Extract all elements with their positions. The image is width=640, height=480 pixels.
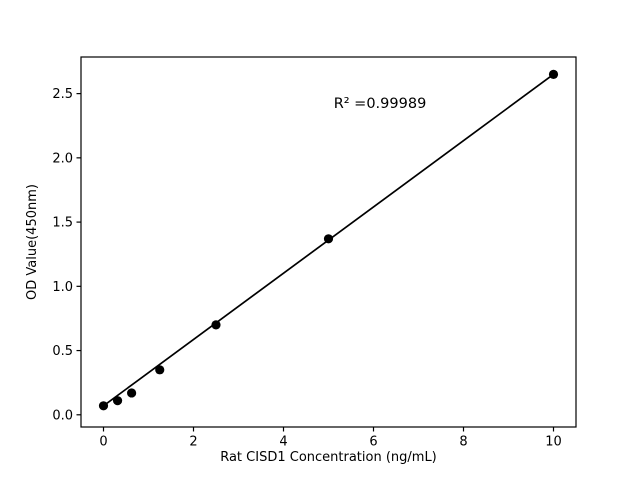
y-tick-label: 1.5 bbox=[52, 216, 73, 231]
plot-area: 0 2 4 6 8 10 0.0 0.5 1.0 1.5 2.0 2.5 bbox=[52, 56, 577, 450]
y-tick-label: 2.0 bbox=[52, 151, 73, 166]
y-tick-label: 0.5 bbox=[52, 344, 73, 359]
data-point-marker bbox=[155, 365, 165, 375]
data-point-marker bbox=[323, 234, 334, 244]
data-point-marker bbox=[112, 396, 123, 406]
x-axis-label: Rat CISD1 Concentration (ng/mL) bbox=[220, 450, 437, 465]
data-point-marker bbox=[98, 401, 109, 411]
data-point-marker bbox=[548, 69, 559, 79]
x-tick-label: 6 bbox=[369, 435, 377, 450]
y-tick-label: 1.0 bbox=[52, 280, 73, 295]
x-tick-label: 10 bbox=[545, 435, 562, 450]
r-squared-annotation: R² =0.99989 bbox=[334, 96, 427, 112]
x-tick-label: 8 bbox=[459, 435, 467, 450]
y-tick-label: 2.5 bbox=[52, 87, 73, 102]
data-point-marker bbox=[127, 388, 137, 398]
x-tick-label: 0 bbox=[99, 435, 107, 450]
x-tick-label: 2 bbox=[189, 435, 197, 450]
y-axis-label: OD Value(450nm) bbox=[25, 184, 40, 300]
axes-spines bbox=[80, 56, 577, 428]
data-point-marker bbox=[211, 320, 221, 330]
x-tick-label: 4 bbox=[279, 435, 287, 450]
y-tick-label: 0.0 bbox=[52, 408, 73, 423]
